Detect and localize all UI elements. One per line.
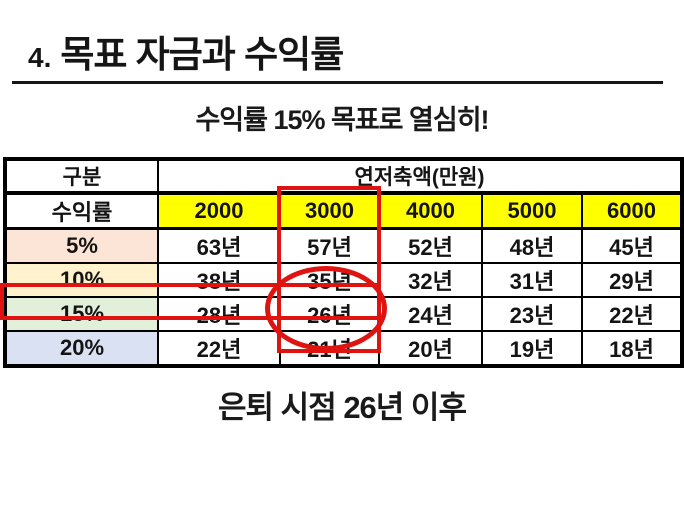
value-cell: 52년: [378, 227, 483, 264]
value-cell: 35년: [279, 262, 380, 298]
value-cell: 20년: [378, 330, 483, 367]
value-cell: 57년: [279, 227, 380, 264]
column-header-cell: 5000: [481, 192, 583, 230]
value-cell: 63년: [157, 227, 281, 264]
column-header-cell: 4000: [378, 192, 483, 230]
value-cell: 32년: [378, 262, 483, 298]
rate-cell: 5%: [4, 227, 159, 264]
value-cell: 19년: [481, 330, 583, 367]
value-cell: 24년: [378, 296, 483, 332]
column-header-cell: 6000: [580, 192, 684, 230]
column-header-cell: 3000: [279, 192, 380, 230]
rate-cell: 15%: [4, 296, 159, 332]
title-number: 4.: [28, 42, 52, 73]
value-cell: 22년: [580, 296, 684, 332]
table-row: 10% 38년 35년 32년 31년 29년: [4, 262, 684, 298]
value-cell: 29년: [580, 262, 684, 298]
value-cell: 45년: [580, 227, 684, 264]
title-text: 목표 자금과 수익률: [60, 34, 344, 75]
value-cell: 26년: [279, 296, 380, 332]
table-header-group-row: 구분 연저축액(만원): [4, 158, 684, 195]
row-axis-label-cell: 수익률: [4, 192, 159, 230]
value-cell: 28년: [157, 296, 281, 332]
savings-table: 구분 연저축액(만원) 수익률 2000 3000 4000 5000 6000…: [3, 157, 684, 368]
table-row: 15% 28년 26년 24년 23년 22년: [4, 296, 684, 332]
corner-cell: 구분: [4, 158, 159, 195]
table-row: 5% 63년 57년 52년 48년 45년: [4, 227, 684, 264]
table-row: 20% 22년 21년 20년 19년 18년: [4, 330, 684, 367]
group-header-cell: 연저축액(만원): [156, 158, 684, 195]
rate-cell: 20%: [4, 330, 159, 367]
value-cell: 23년: [481, 296, 583, 332]
subtitle: 수익률 15% 목표로 열심히!: [195, 105, 489, 135]
value-cell: 18년: [580, 330, 684, 367]
title-underline: [12, 81, 663, 84]
page-title: 4. 목표 자금과 수익률: [28, 24, 344, 78]
column-header-cell: 2000: [157, 192, 281, 230]
value-cell: 22년: [157, 330, 281, 367]
table-header-columns-row: 수익률 2000 3000 4000 5000 6000: [4, 192, 684, 230]
value-cell: 48년: [481, 227, 583, 264]
value-cell: 31년: [481, 262, 583, 298]
footer-note: 은퇴 시점 26년 이후: [218, 390, 467, 425]
value-cell: 21년: [279, 330, 380, 367]
value-cell: 38년: [157, 262, 281, 298]
rate-cell: 10%: [4, 262, 159, 298]
